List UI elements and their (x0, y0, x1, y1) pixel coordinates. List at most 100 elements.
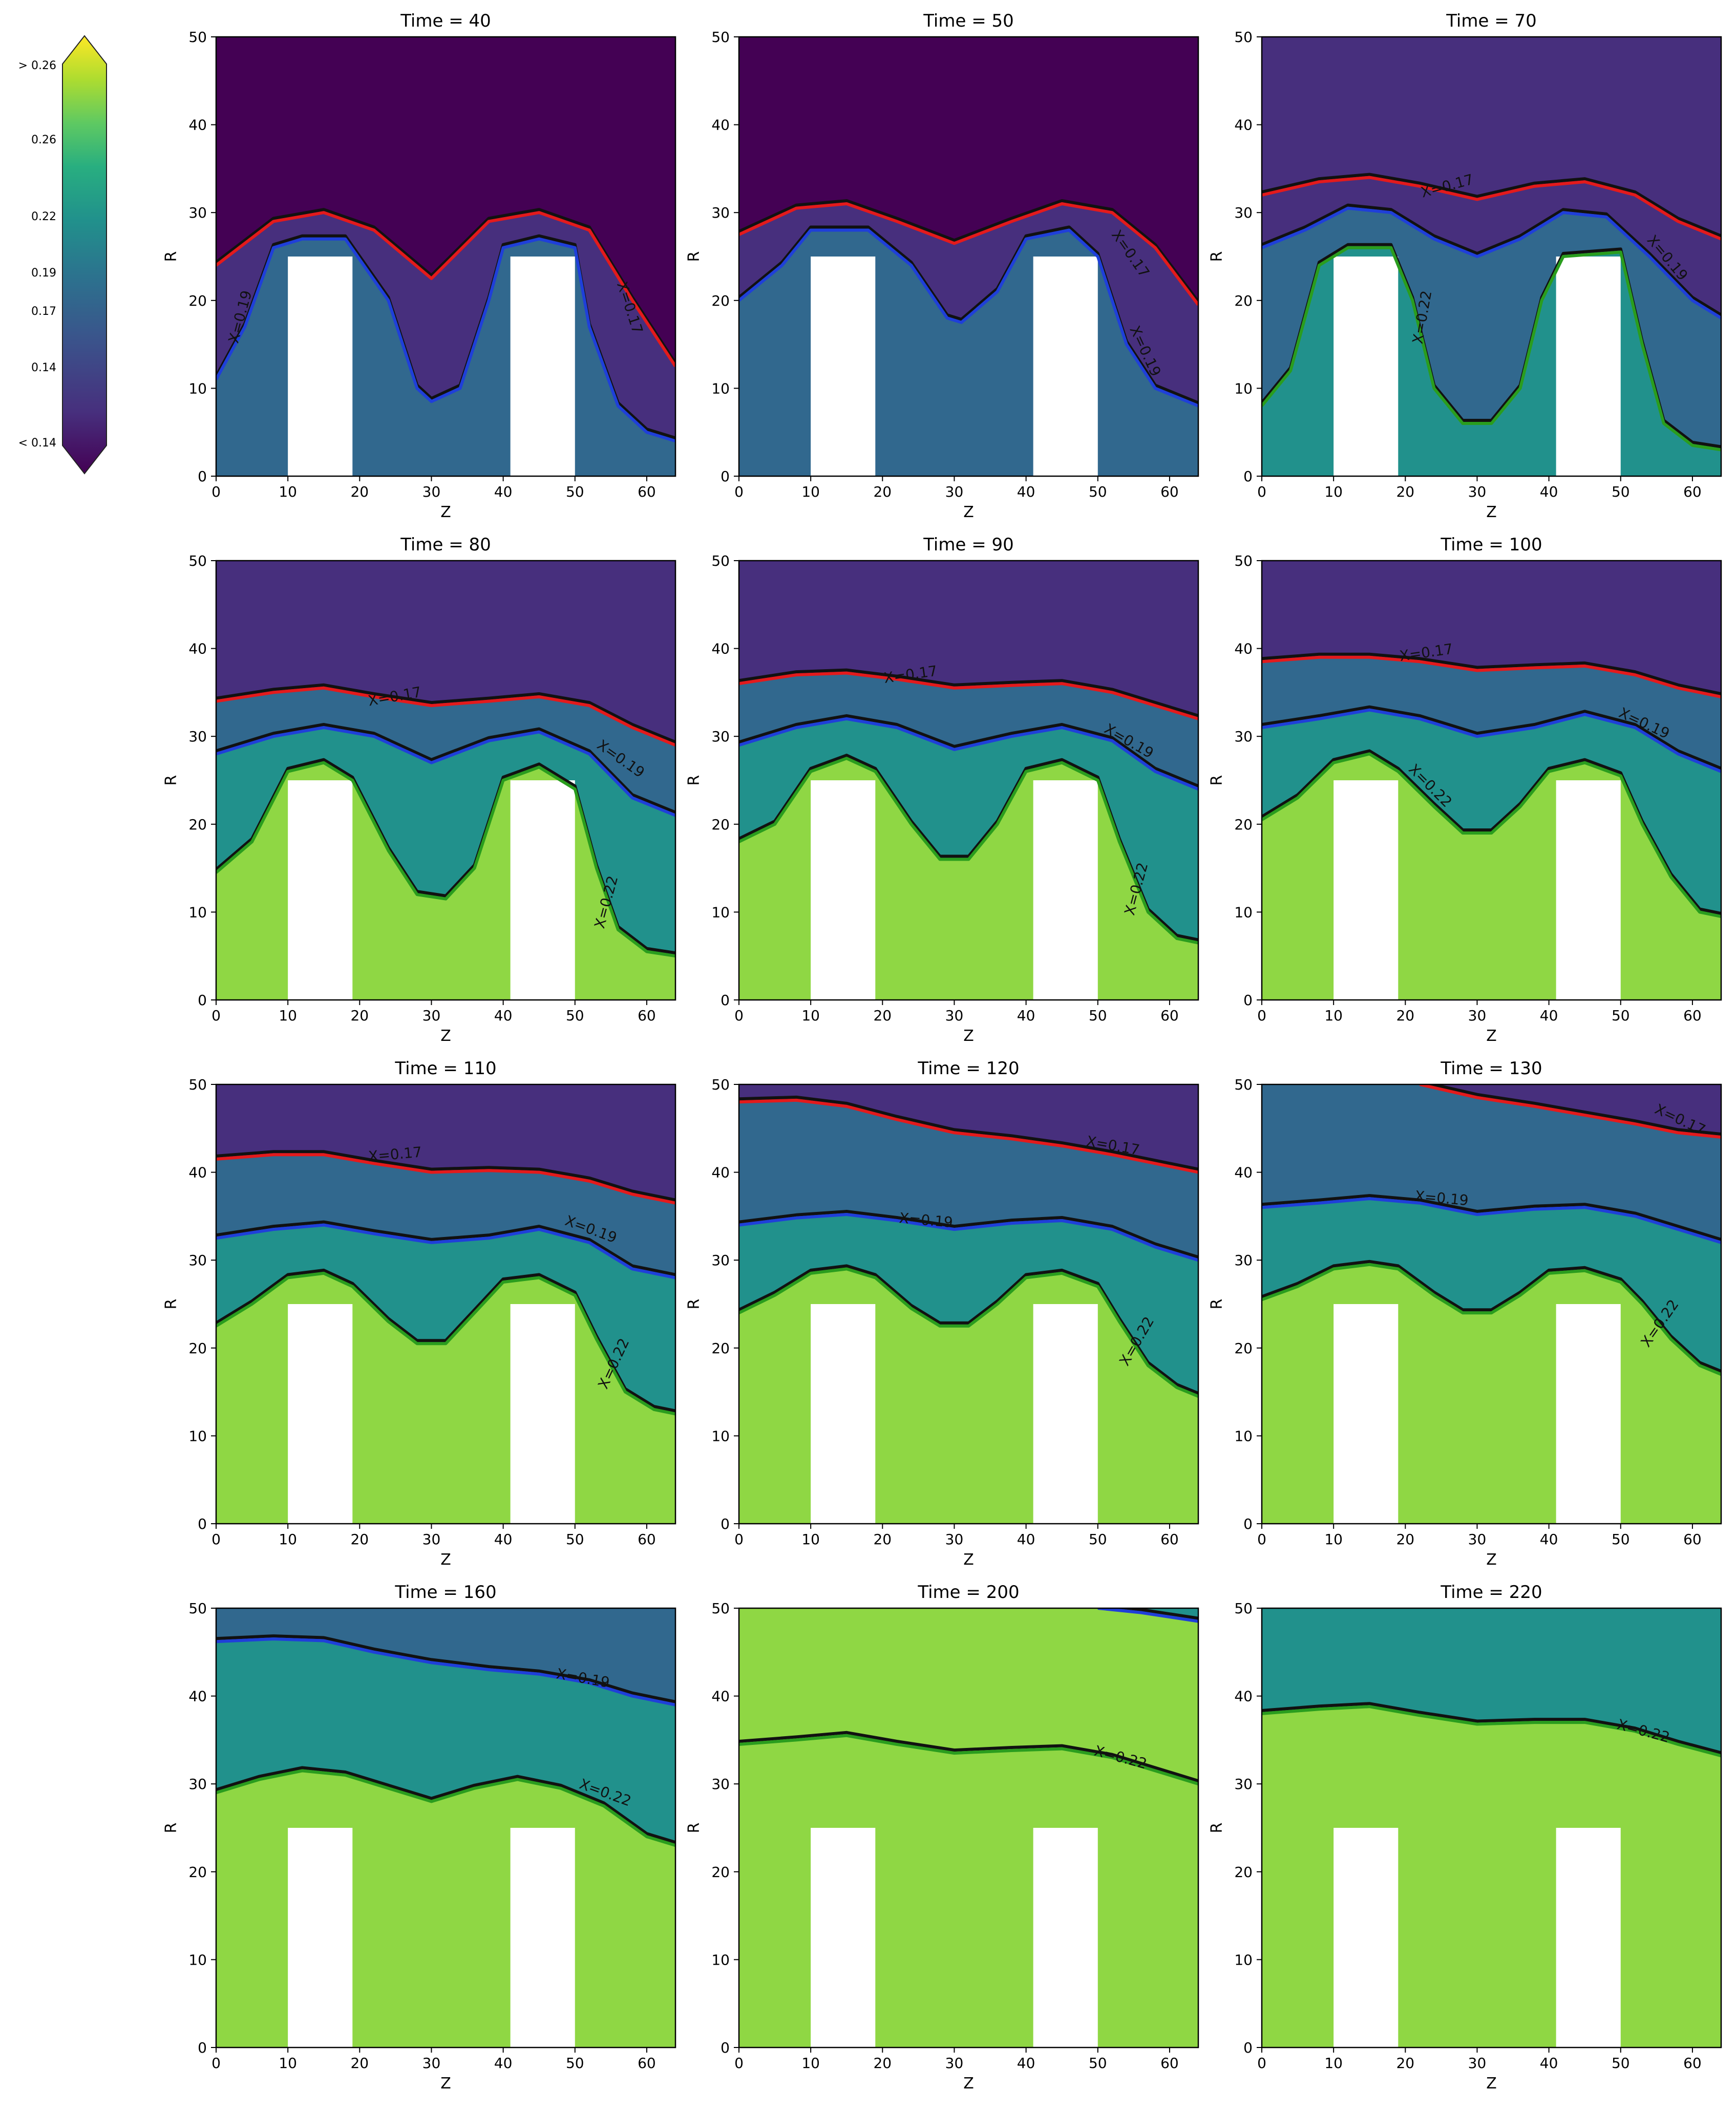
y-tick-label: 50 (188, 1600, 207, 1617)
contour-line (216, 211, 675, 368)
x-axis-label: Z (1486, 503, 1497, 521)
x-tick-label: 30 (422, 483, 441, 500)
panel-title: Time = 100 (1440, 535, 1542, 555)
contour-line (739, 1098, 1198, 1174)
panel-frame (1261, 36, 1722, 477)
x-tick-label: 40 (1017, 1007, 1035, 1024)
x-tick-label: 20 (1396, 483, 1414, 500)
y-tick-label: 30 (188, 1776, 207, 1793)
contour-line (216, 761, 675, 958)
x-tick-label: 20 (1396, 1531, 1414, 1548)
x-axis-label: Z (1486, 2075, 1497, 2093)
panel-title: Time = 160 (394, 1582, 496, 1603)
y-axis-label: R (1208, 1823, 1226, 1833)
x-tick-label: 50 (1089, 1007, 1107, 1024)
y-tick-label: 40 (188, 641, 207, 657)
region-band (1262, 1706, 1721, 2047)
contour-line (216, 1769, 675, 1847)
y-tick-label: 10 (188, 380, 207, 397)
panel-title: Time = 120 (917, 1058, 1019, 1079)
obstacle-block (288, 1828, 353, 2047)
contour-line (1262, 1197, 1721, 1244)
x-tick-label: 50 (566, 2055, 584, 2072)
x-tick-label: 30 (945, 1007, 964, 1024)
panel-frame (215, 560, 676, 1001)
y-tick-label: 10 (711, 1427, 730, 1444)
contour-line (739, 1734, 1198, 1786)
x-tick-label: 0 (211, 1531, 221, 1548)
panel-frame (215, 1607, 676, 2049)
obstacle-block (1033, 1828, 1098, 2047)
contour-line (739, 1267, 1198, 1398)
y-tick-label: 0 (1243, 468, 1253, 485)
obstacle-block (811, 1304, 876, 1524)
contour-line (1262, 176, 1721, 241)
y-tick-label: 0 (198, 468, 207, 485)
x-tick-label: 0 (211, 1007, 221, 1024)
y-tick-label: 0 (721, 992, 730, 1009)
y-tick-label: 40 (711, 641, 730, 657)
x-tick-label: 10 (279, 1007, 297, 1024)
panel: X=0.17X=0.19 Time = 50 0 10 20 30 40 50 60 0 10 20 3… (685, 11, 1199, 521)
x-tick-label: 60 (1683, 1007, 1702, 1024)
y-tick-label: 20 (1234, 292, 1253, 309)
panel-plot-area: X=0.17X=0.19 (739, 37, 1198, 476)
contour-line (739, 717, 1198, 791)
y-tick-label: 20 (188, 816, 207, 833)
y-tick-label: 20 (711, 1340, 730, 1357)
x-tick-label: 50 (1089, 483, 1107, 500)
x-tick-label: 0 (211, 483, 221, 500)
contour-line (739, 671, 1198, 720)
y-axis-label: R (1208, 1299, 1226, 1310)
contour-line (1097, 1608, 1198, 1623)
x-tick-label: 40 (494, 1007, 513, 1024)
x-tick-label: 60 (1683, 2055, 1702, 2072)
x-tick-label: 50 (1612, 1531, 1630, 1548)
x-tick-label: 20 (350, 2055, 369, 2072)
y-tick-label: 20 (188, 1864, 207, 1881)
panel-title: Time = 220 (1440, 1582, 1542, 1603)
measured-contour (1262, 1260, 1721, 1373)
y-tick-label: 50 (711, 1600, 730, 1617)
x-tick-label: 20 (1396, 1007, 1414, 1024)
obstacle-block (1333, 1828, 1399, 2047)
y-axis-label: R (162, 1823, 180, 1833)
y-tick-label: 20 (711, 816, 730, 833)
x-tick-label: 10 (1324, 1531, 1343, 1548)
colorbar-label: > 0.26 (18, 59, 56, 72)
y-tick-label: 0 (1243, 1516, 1253, 1532)
region-band (739, 1735, 1198, 2047)
panel-plot-area: X=0.19X=0.22 (216, 1608, 675, 2047)
panel: X=0.17X=0.19X=0.22 Time = 110 0 10 20 30 40 50 6… (162, 1058, 676, 1569)
y-axis-label: R (162, 1299, 180, 1310)
contour-line (739, 228, 1198, 408)
x-axis-label: Z (963, 2075, 974, 2093)
panel-frame (738, 1083, 1199, 1525)
x-tick-label: 20 (873, 1007, 892, 1024)
x-tick-label: 0 (734, 1531, 744, 1548)
contour-line (1262, 655, 1721, 698)
y-tick-label: 50 (188, 552, 207, 569)
contour-line (1262, 206, 1721, 319)
measured-contour (216, 1766, 675, 1844)
measured-contour (739, 1210, 1198, 1259)
obstacle-block (1556, 780, 1621, 1000)
obstacle-block (1333, 1304, 1399, 1524)
obstacle-block (1556, 257, 1621, 476)
obstacle-block (1033, 1304, 1098, 1524)
y-tick-label: 10 (711, 904, 730, 921)
y-tick-label: 10 (1234, 380, 1253, 397)
panel-frame (738, 560, 1199, 1001)
x-tick-label: 60 (1683, 1531, 1702, 1548)
y-axis-label: R (685, 775, 703, 786)
panel: X=0.19X=0.22 Time = 160 0 10 20 30 40 50 60 0 10 20… (162, 1582, 676, 2093)
contour-line (216, 1637, 675, 1706)
x-tick-label: 0 (734, 2055, 744, 2072)
measured-contour (216, 1634, 675, 1703)
x-tick-label: 30 (422, 1531, 441, 1548)
panel-title: Time = 80 (400, 535, 491, 555)
obstacle-block (1333, 257, 1399, 476)
panel: X=0.17X=0.19X=0.22 Time = 90 0 10 20 30 40 50 60… (685, 535, 1199, 1045)
colorbar: > 0.26 0.26 0.22 0.19 0.17 0.14 < 0.14 (18, 35, 107, 475)
x-tick-label: 0 (1257, 1531, 1266, 1548)
